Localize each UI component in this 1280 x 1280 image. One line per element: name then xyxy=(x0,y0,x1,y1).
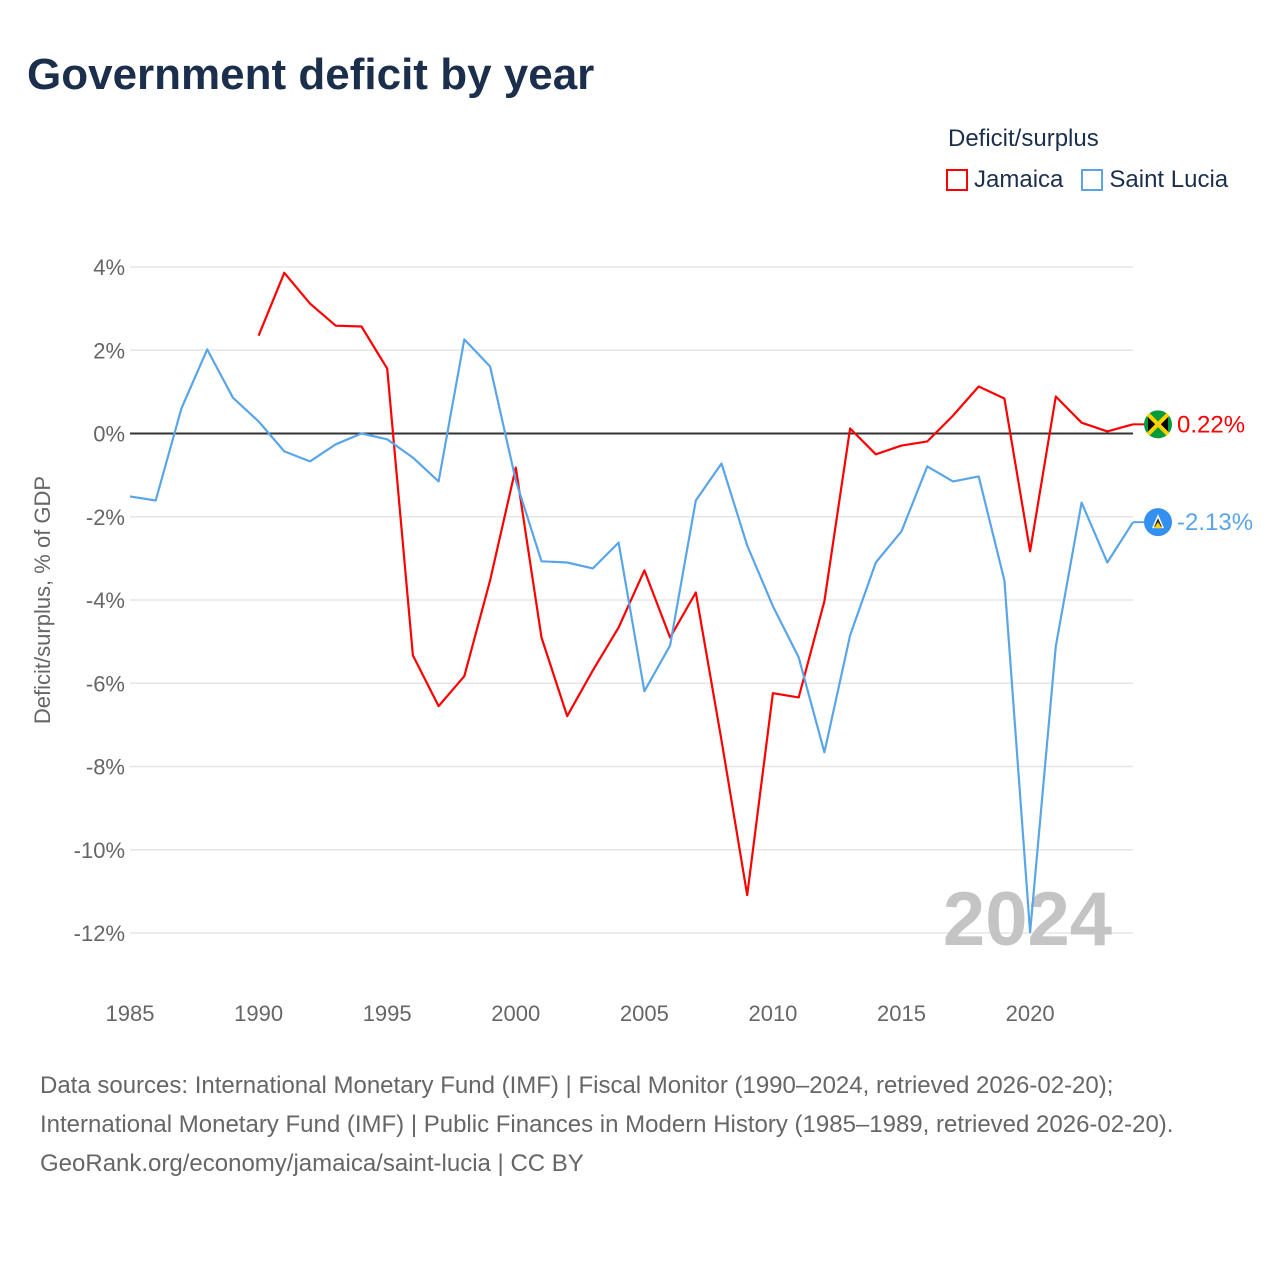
x-tick-label: 2000 xyxy=(491,1001,540,1026)
chart-title: Government deficit by year xyxy=(27,50,595,99)
series-line-saint-lucia xyxy=(129,338,1134,934)
y-tick-label: 0% xyxy=(93,422,125,447)
y-tick-label: -4% xyxy=(86,588,125,613)
legend-item-jamaica[interactable]: Jamaica xyxy=(946,166,1063,194)
saint-lucia-flag-gold xyxy=(1154,522,1162,529)
y-tick-label: 4% xyxy=(93,255,125,280)
y-tick-label: 2% xyxy=(93,338,125,363)
y-tick-label: -10% xyxy=(74,838,125,863)
y-tick-label: -2% xyxy=(86,505,125,530)
x-tick-label: 2020 xyxy=(1006,1001,1055,1026)
credit-link[interactable]: GeoRank.org/economy/jamaica/saint-lucia … xyxy=(40,1150,584,1177)
series-line-jamaica xyxy=(257,271,1134,897)
x-tick-label: 1995 xyxy=(363,1001,412,1026)
end-value-label: 0.22% xyxy=(1177,411,1245,438)
y-tick-label: -12% xyxy=(74,921,125,946)
legend-label: Jamaica xyxy=(974,166,1064,193)
line-chart: 4% 2% 0% -2% -4% -6% -8% -10% -12% 1985 1990 1995 20… xyxy=(30,255,1253,1026)
end-value-label: -2.13% xyxy=(1177,509,1253,536)
legend: Jamaica Saint Lucia xyxy=(946,166,1228,194)
y-tick-label: -8% xyxy=(86,755,125,780)
jamaica-flag-saltire xyxy=(1146,412,1170,436)
footer: Data sources: International Monetary Fun… xyxy=(40,1066,1240,1183)
x-tick-label: 2015 xyxy=(877,1001,926,1026)
legend-label: Saint Lucia xyxy=(1109,166,1229,193)
legend-swatch-saint-lucia xyxy=(1081,169,1104,191)
x-tick-label: 1990 xyxy=(234,1001,283,1026)
x-tick-label: 2005 xyxy=(620,1001,669,1026)
x-tick-label: 2010 xyxy=(748,1001,797,1026)
data-sources: Data sources: International Monetary Fun… xyxy=(40,1072,1174,1138)
legend-item-saint-lucia[interactable]: Saint Lucia xyxy=(1081,166,1228,194)
legend-swatch-jamaica xyxy=(946,169,968,191)
legend-title: Deficit/surplus xyxy=(948,125,1099,152)
y-tick-label: -6% xyxy=(86,671,125,696)
x-tick-label: 1985 xyxy=(106,1001,155,1026)
y-axis-label: Deficit/surplus, % of GDP xyxy=(30,476,55,724)
